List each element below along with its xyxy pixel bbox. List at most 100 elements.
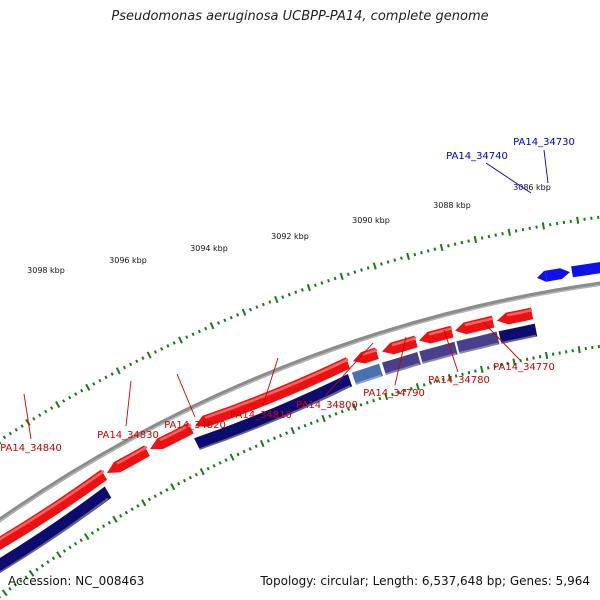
cds-arrow-highlight <box>464 317 494 327</box>
inner-tick-minor <box>334 412 338 416</box>
inner-tick-minor <box>147 497 152 502</box>
outer-tick-major <box>55 400 61 409</box>
outer-tick-minor <box>255 305 259 309</box>
inner-tick-minor <box>119 514 123 518</box>
inner-tick-minor <box>506 361 509 366</box>
outer-tick-minor <box>32 416 36 421</box>
inner-tick-minor <box>309 421 313 426</box>
inner-tick-minor <box>486 366 490 370</box>
inner-tick-minor <box>538 355 542 359</box>
outer-tick-major <box>178 336 183 344</box>
outer-tick-minor <box>44 409 48 414</box>
inner-tick-major <box>544 351 549 360</box>
outer-tick-major <box>339 272 344 281</box>
inner-tick-major <box>28 569 35 577</box>
gene-bar-shadow <box>0 497 109 574</box>
inner-tick-major <box>384 392 389 401</box>
outer-tick-minor <box>172 341 176 345</box>
gene-label: PA14_34730 <box>513 137 575 148</box>
inner-tick-minor <box>499 363 503 367</box>
inner-tick-minor <box>68 545 72 550</box>
outer-tick-minor <box>104 375 108 380</box>
inner-tick-minor <box>218 461 222 465</box>
inner-tick-minor <box>46 560 50 564</box>
inner-tick-minor <box>571 349 574 353</box>
outer-tick-minor <box>223 318 227 323</box>
outer-tick-minor <box>433 247 437 251</box>
inner-tick-major <box>321 414 326 423</box>
outer-tick-minor <box>494 233 498 237</box>
scale-tick-label: 3094 kbp <box>190 244 228 253</box>
inner-tick-major <box>199 468 205 476</box>
outer-tick-minor <box>38 413 42 417</box>
inner-tick-minor <box>532 356 535 360</box>
scale-tick-label: 3098 kbp <box>27 266 65 275</box>
outer-tick-minor <box>313 283 317 288</box>
blue-feature-arrow <box>571 262 600 278</box>
inner-tick-minor <box>124 510 129 515</box>
inner-tick-minor <box>315 419 319 423</box>
inner-tick-minor <box>266 439 270 443</box>
inner-tick-minor <box>328 414 332 418</box>
gene-features <box>0 262 600 574</box>
inner-tick-minor <box>165 488 169 492</box>
inner-tick-minor <box>177 481 181 486</box>
inner-tick-minor <box>441 377 445 382</box>
gene-bar-shadow <box>457 342 499 355</box>
gene-bar <box>0 486 112 574</box>
callout-leader-line <box>485 162 532 194</box>
outer-tick-minor <box>281 295 285 299</box>
inner-tick-minor <box>62 549 67 553</box>
outer-tick-major <box>115 367 121 375</box>
inner-tick-minor <box>454 374 458 378</box>
outer-tick-minor <box>8 431 12 436</box>
callout-leader-line <box>443 329 459 373</box>
inner-tick-minor <box>19 579 23 583</box>
outer-tick-minor <box>300 288 304 292</box>
inner-tick-minor <box>224 458 228 462</box>
gene-label: PA14_34790 <box>363 388 425 399</box>
outer-tick-major <box>146 351 152 359</box>
outer-tick-minor <box>135 359 139 364</box>
inner-tick-minor <box>248 447 252 451</box>
outer-tick-minor <box>141 356 145 360</box>
outer-tick-minor <box>320 281 324 285</box>
scale-tick-label: 3092 kbp <box>271 232 309 241</box>
inner-tick-minor <box>519 358 522 363</box>
inner-tick-minor <box>107 520 111 525</box>
outer-tick-minor <box>333 276 337 281</box>
outer-tick-minor <box>80 388 84 393</box>
inner-tick-minor <box>403 388 407 393</box>
outer-tick-minor <box>386 260 390 264</box>
inner-tick-minor <box>236 452 240 457</box>
outer-tick-minor <box>229 315 233 320</box>
outer-tick-minor <box>528 226 532 231</box>
outer-tick-major <box>507 228 511 236</box>
inner-tick-minor <box>24 575 28 579</box>
gene-label: PA14_34830 <box>97 430 159 441</box>
inner-tick-minor <box>474 369 477 373</box>
outer-tick-minor <box>20 424 24 428</box>
callout-leader-line <box>543 149 549 184</box>
inner-tick-major <box>229 453 235 461</box>
inner-tick-major <box>352 403 357 411</box>
inner-tick-minor <box>461 372 464 376</box>
cds-arrow-highlight <box>204 358 349 419</box>
outer-tick-minor <box>447 244 450 248</box>
outer-tick-major <box>541 222 545 230</box>
inner-tick-minor <box>51 556 56 561</box>
inner-tick-minor <box>359 403 363 407</box>
outer-tick-minor <box>360 268 363 272</box>
inner-tick-major <box>112 515 118 523</box>
inner-tick-minor <box>429 381 432 385</box>
outer-tick-minor <box>98 378 102 383</box>
inner-tick-major <box>56 551 62 559</box>
inner-tick-minor <box>467 370 471 375</box>
backbone-shadow <box>0 284 600 523</box>
inner-tick-major <box>1 589 8 597</box>
outer-tick-minor <box>166 344 170 348</box>
inner-tick-minor <box>378 396 382 401</box>
blue-feature-arrow <box>537 270 547 282</box>
inner-tick-minor <box>188 475 192 480</box>
inner-tick-minor <box>79 538 83 542</box>
